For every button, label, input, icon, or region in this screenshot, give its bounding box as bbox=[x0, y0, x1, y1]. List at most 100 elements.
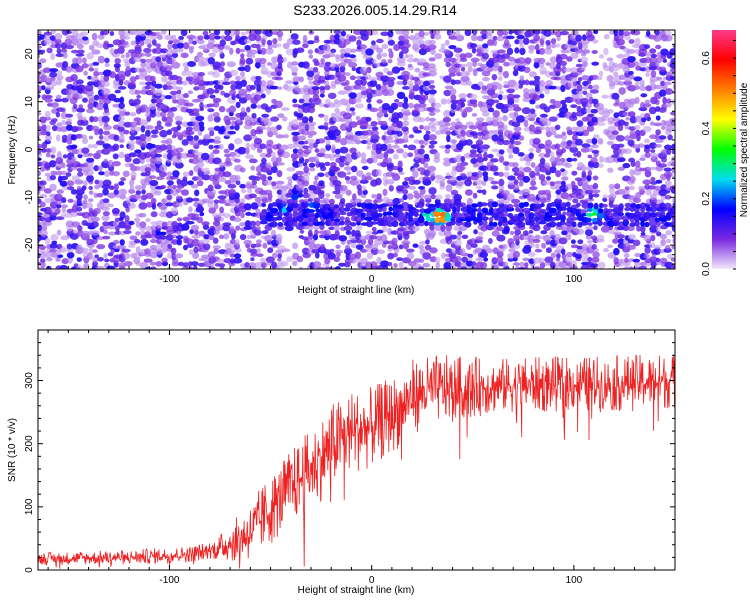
heatmap-cell bbox=[223, 233, 230, 240]
heatmap-cell bbox=[315, 251, 320, 259]
heatmap-cell bbox=[301, 116, 309, 124]
heatmap-cell bbox=[635, 160, 641, 168]
heatmap-cell bbox=[498, 149, 505, 155]
heatmap-cell bbox=[571, 30, 579, 36]
heatmap-cell bbox=[39, 229, 48, 237]
heatmap-cell bbox=[366, 157, 374, 164]
heatmap-cell bbox=[506, 193, 515, 201]
heatmap-cell bbox=[528, 117, 535, 122]
heatmap-cell bbox=[386, 76, 396, 82]
heatmap-cell bbox=[77, 225, 83, 232]
heatmap-cell bbox=[506, 93, 515, 101]
heatmap-cell bbox=[256, 172, 262, 176]
heatmap-cell bbox=[315, 208, 321, 213]
heatmap-x-tick-label: 100 bbox=[566, 274, 583, 285]
heatmap-cell bbox=[308, 229, 313, 237]
heatmap-cell bbox=[469, 153, 479, 158]
heatmap-cell bbox=[229, 151, 237, 157]
heatmap-cell bbox=[581, 75, 590, 81]
heatmap-cell bbox=[208, 207, 216, 214]
heatmap-cell bbox=[175, 235, 184, 240]
heatmap-cell bbox=[581, 49, 591, 54]
heatmap-cell bbox=[642, 179, 652, 185]
heatmap-cell bbox=[442, 160, 452, 167]
heatmap-cell bbox=[295, 170, 305, 176]
heatmap-cell bbox=[369, 235, 378, 240]
heatmap-cell bbox=[659, 66, 667, 72]
heatmap-cell bbox=[292, 98, 298, 104]
heatmap-cell bbox=[606, 140, 615, 146]
heatmap-cell bbox=[366, 98, 372, 103]
heatmap-cell bbox=[120, 54, 126, 59]
heatmap-cell bbox=[360, 158, 368, 164]
heatmap-cell bbox=[254, 61, 261, 69]
heatmap-cell bbox=[534, 165, 542, 173]
heatmap-cell bbox=[302, 61, 310, 69]
heatmap-cell bbox=[354, 208, 364, 213]
heatmap-cell bbox=[493, 171, 500, 176]
heatmap-cell bbox=[338, 262, 346, 267]
heatmap-cell bbox=[235, 225, 241, 231]
heatmap-cell bbox=[669, 118, 675, 122]
heatmap-cell bbox=[248, 193, 257, 199]
heatmap-cell bbox=[616, 38, 625, 46]
heatmap-cell bbox=[590, 108, 598, 114]
heatmap-cell bbox=[159, 171, 167, 178]
heatmap-cell bbox=[423, 133, 431, 141]
heatmap-cell bbox=[224, 242, 230, 249]
heatmap-cell bbox=[364, 244, 373, 249]
heatmap-cell bbox=[54, 43, 62, 49]
heatmap-cell bbox=[123, 41, 129, 45]
heatmap-cell bbox=[581, 212, 587, 217]
heatmap-cell bbox=[212, 237, 219, 244]
heatmap-cell bbox=[602, 197, 608, 203]
heatmap-cell bbox=[458, 226, 468, 232]
heatmap-cell bbox=[454, 79, 462, 85]
heatmap-cell bbox=[655, 133, 660, 141]
heatmap-cell bbox=[206, 88, 215, 95]
heatmap-cell bbox=[360, 152, 367, 160]
heatmap-cell bbox=[413, 190, 419, 195]
heatmap-cell bbox=[476, 185, 482, 190]
heatmap-cell bbox=[318, 180, 325, 187]
heatmap-cell bbox=[523, 92, 531, 99]
heatmap-cell bbox=[634, 61, 639, 67]
heatmap-cell bbox=[395, 30, 404, 35]
heatmap-cell bbox=[503, 225, 510, 233]
heatmap-cell bbox=[55, 156, 64, 165]
heatmap-cell bbox=[156, 120, 162, 127]
heatmap-cell bbox=[648, 57, 658, 64]
heatmap-cell bbox=[432, 30, 441, 35]
heatmap-cell bbox=[622, 219, 629, 227]
heatmap-cell bbox=[345, 189, 352, 196]
heatmap-cell bbox=[533, 61, 540, 69]
heatmap-cell bbox=[323, 114, 329, 122]
heatmap-cell bbox=[261, 261, 267, 269]
heatmap-cell bbox=[376, 193, 382, 200]
heatmap-cell bbox=[428, 63, 436, 69]
heatmap-cell bbox=[145, 58, 153, 63]
heatmap-cell bbox=[313, 217, 318, 224]
heatmap-cell bbox=[134, 136, 142, 140]
heatmap-cell bbox=[445, 248, 453, 254]
heatmap-cell bbox=[649, 121, 655, 126]
heatmap-cell bbox=[107, 231, 117, 236]
heatmap-cell bbox=[535, 243, 540, 249]
heatmap-cell bbox=[539, 93, 545, 99]
heatmap-cell bbox=[61, 134, 68, 141]
heatmap-cell bbox=[614, 183, 621, 190]
heatmap-cell bbox=[39, 201, 46, 208]
heatmap-cell bbox=[248, 175, 257, 181]
heatmap-cell bbox=[44, 237, 51, 245]
heatmap-cell bbox=[250, 165, 256, 171]
heatmap-cell bbox=[254, 196, 262, 203]
heatmap-cell bbox=[475, 236, 484, 241]
heatmap-cell bbox=[466, 176, 472, 182]
heatmap-cell bbox=[497, 30, 504, 37]
heatmap-cell bbox=[592, 193, 600, 198]
heatmap-cell bbox=[395, 138, 405, 144]
heatmap-cell bbox=[351, 165, 358, 173]
heatmap-cell bbox=[178, 35, 185, 40]
heatmap-cell bbox=[337, 171, 347, 178]
heatmap-cell bbox=[542, 189, 551, 195]
